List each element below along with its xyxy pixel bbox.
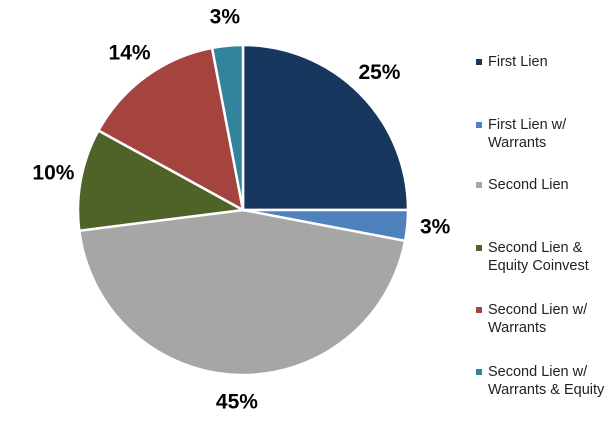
legend-swatch bbox=[476, 369, 482, 375]
legend-label: Second Lien & Equity Coinvest bbox=[488, 240, 589, 274]
pie-slice bbox=[96, 46, 245, 213]
legend-item: First Lien w/ Warrants bbox=[474, 116, 609, 152]
value-label: 25% bbox=[358, 61, 400, 84]
value-label: 10% bbox=[32, 161, 74, 184]
legend-item: Second Lien & Equity Coinvest bbox=[474, 239, 609, 275]
legend-item: Second Lien w/ Warrants & Equity bbox=[474, 363, 609, 399]
value-label: 3% bbox=[210, 5, 241, 28]
legend-label: Second Lien w/ Warrants bbox=[488, 302, 588, 336]
pie-slice bbox=[210, 43, 245, 211]
pie-slice bbox=[77, 208, 407, 377]
legend-swatch bbox=[476, 59, 482, 65]
legend-swatch bbox=[476, 307, 482, 313]
legend-label: First Lien bbox=[488, 54, 548, 70]
legend-label: First Lien w/ Warrants bbox=[488, 117, 567, 151]
legend-label: Second Lien w/ Warrants & Equity bbox=[488, 364, 605, 398]
pie-slice bbox=[76, 128, 247, 233]
legend-swatch bbox=[476, 122, 482, 128]
legend-item: First Lien bbox=[474, 53, 609, 71]
legend-label: Second Lien bbox=[488, 177, 569, 193]
value-label: 14% bbox=[109, 41, 151, 64]
value-label: 3% bbox=[420, 216, 451, 239]
legend-swatch bbox=[476, 245, 482, 251]
legend-swatch bbox=[476, 182, 482, 188]
value-label: 45% bbox=[216, 390, 258, 413]
pie-slice bbox=[241, 43, 410, 212]
legend-item: Second Lien w/ Warrants bbox=[474, 301, 609, 337]
legend-item: Second Lien bbox=[474, 176, 609, 194]
